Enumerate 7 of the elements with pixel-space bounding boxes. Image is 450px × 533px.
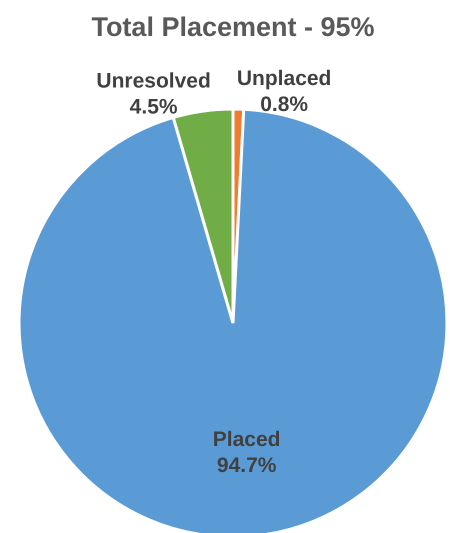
slice-label: Placed xyxy=(212,428,281,451)
slice-label: Unplaced xyxy=(236,67,332,90)
slice-label: Unresolved xyxy=(96,69,211,92)
data-label: 4.5% xyxy=(130,95,178,118)
data-label: 0.8% xyxy=(260,93,308,116)
data-label: 94.7% xyxy=(216,454,277,477)
chart-title: Total Placement - 95% xyxy=(91,12,375,42)
